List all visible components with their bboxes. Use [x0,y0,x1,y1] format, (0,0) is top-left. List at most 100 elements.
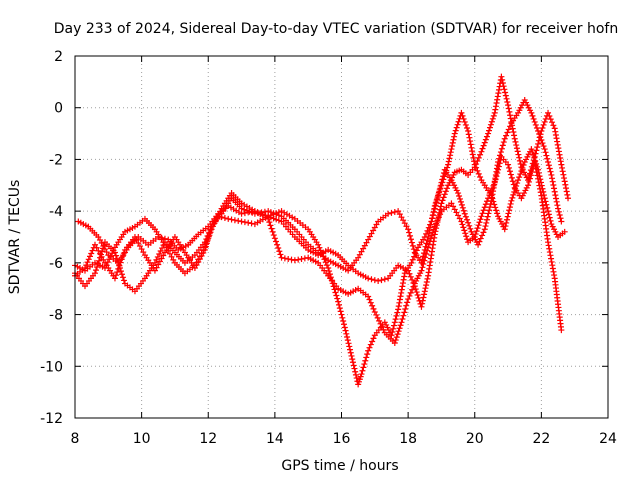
data-point [529,112,536,119]
data-point [118,271,125,278]
data-point [339,314,346,321]
data-point [374,314,381,321]
data-point [168,253,175,260]
data-point [241,210,248,217]
data-point [499,142,506,149]
data-point [424,275,431,282]
data-point [360,364,367,371]
data-point [111,275,118,282]
data-point [390,322,397,329]
data-point [486,207,493,214]
data-point [531,153,538,160]
data-point [135,240,142,247]
data-point [366,344,373,351]
data-point [547,168,554,175]
data-point [511,135,518,142]
data-point [204,238,211,245]
data-point [535,137,542,144]
data-point [555,145,562,152]
data-point [477,216,484,223]
data-point [463,124,470,131]
data-point [430,208,437,215]
data-point [550,268,557,275]
data-point [453,209,460,216]
data-point [402,306,409,313]
data-point [332,289,339,296]
data-point [353,375,360,382]
data-point [443,185,450,192]
data-point [291,257,298,264]
data-point [419,300,426,307]
data-point [375,277,382,284]
data-point [369,302,376,309]
data-point [496,160,503,167]
x-tick-label: 14 [266,431,284,447]
data-point [436,186,443,193]
data-point [195,256,202,263]
data-point [533,124,540,131]
data-point [391,319,398,326]
data-point [526,175,533,182]
data-point [399,283,406,290]
data-point [95,257,102,264]
data-point [467,225,474,232]
data-point [441,191,448,198]
data-point [395,208,402,215]
data-point [461,227,468,234]
x-tick-label: 10 [133,431,151,447]
data-point [138,246,145,253]
data-point [513,145,520,152]
data-point [487,189,494,196]
data-point [438,200,445,207]
data-point [365,347,372,354]
axes: 8 10 12 14 16 18 20 22 24 -12 -10 -8 -6 -4 -2 0 2 [40,49,617,447]
data-point [396,299,403,306]
data-point [549,119,556,126]
data-point [405,267,412,274]
data-point [503,216,510,223]
data-point [112,252,119,259]
data-point [465,131,472,138]
data-point [393,312,400,319]
data-point [540,121,547,128]
data-point [85,256,92,263]
data-point [269,228,276,235]
data-point [508,174,515,181]
data-point [361,242,368,249]
data-point [340,321,347,328]
data-point [438,179,445,186]
data-point [504,213,511,220]
data-point [471,234,478,240]
data-point [453,124,460,131]
data-point [563,188,570,195]
data-point [437,182,444,189]
data-point [499,76,506,83]
data-point [428,232,435,239]
data-point [555,208,562,215]
data-point [557,155,564,162]
y-tick-label: 0 [54,101,63,117]
data-point [406,229,413,236]
data-point [532,150,539,157]
data-point [514,180,521,187]
data-point [95,247,102,254]
data-point [461,210,468,217]
data-point [565,195,572,202]
data-point [501,86,508,93]
data-point [503,132,510,139]
data-point [505,105,512,112]
data-point [396,325,403,332]
data-point [228,216,235,223]
data-point [506,108,513,115]
data-point [545,109,552,116]
data-point [468,144,475,151]
data-point [395,303,402,310]
data-point [456,215,463,222]
y-tick-label: -2 [49,152,63,168]
data-point [245,219,252,226]
data-point [235,217,242,224]
data-point [554,138,561,145]
data-point [550,182,557,189]
data-point [430,226,437,233]
